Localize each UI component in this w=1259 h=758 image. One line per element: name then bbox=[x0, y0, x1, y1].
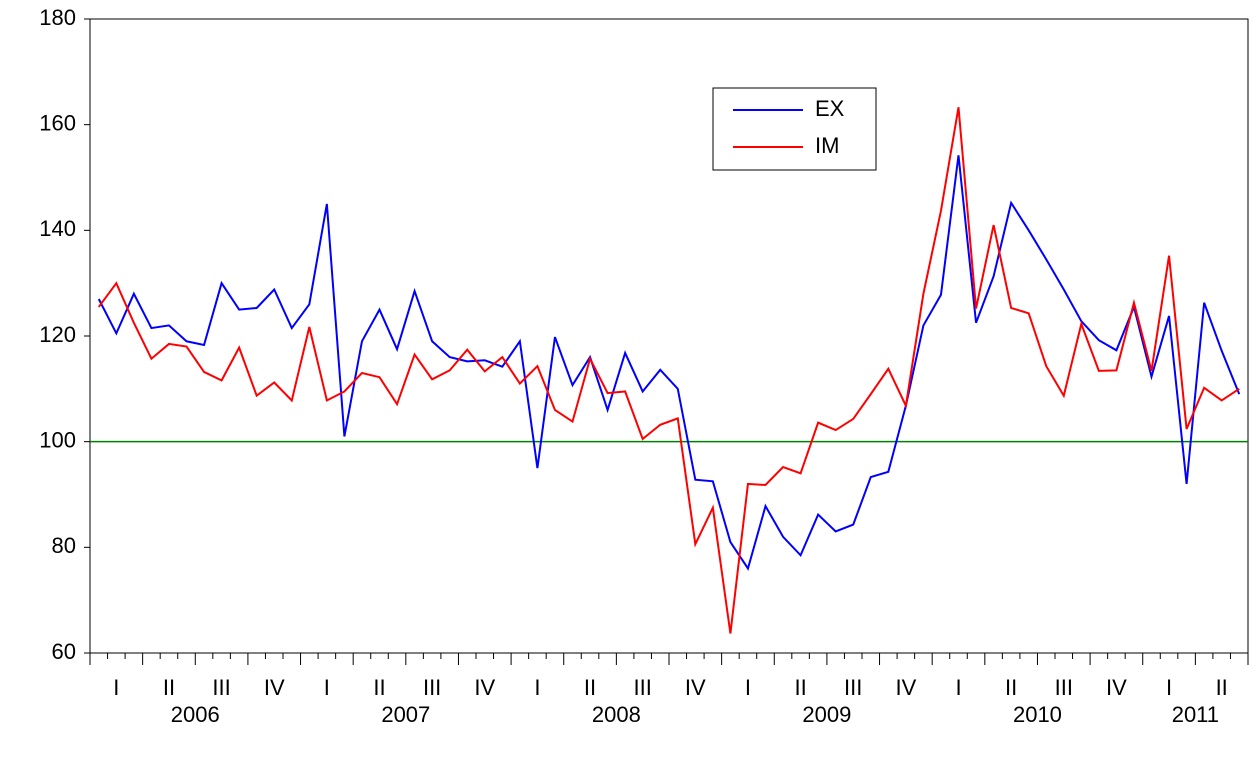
x-quarter-label: II bbox=[1216, 675, 1228, 700]
y-tick-label: 180 bbox=[39, 5, 76, 30]
x-quarter-label: IV bbox=[264, 675, 285, 700]
x-quarter-label: III bbox=[1055, 675, 1073, 700]
y-tick-label: 100 bbox=[39, 427, 76, 452]
legend-box bbox=[712, 87, 877, 171]
x-quarter-label: I bbox=[324, 675, 330, 700]
x-year-label: 2006 bbox=[171, 702, 220, 727]
legend-label: EX bbox=[815, 96, 845, 121]
x-quarter-label: III bbox=[212, 675, 230, 700]
y-tick-label: 120 bbox=[39, 322, 76, 347]
x-year-label: 2007 bbox=[381, 702, 430, 727]
x-quarter-label: III bbox=[634, 675, 652, 700]
y-tick-label: 160 bbox=[39, 110, 76, 135]
y-tick-label: 60 bbox=[52, 639, 76, 664]
series-line bbox=[97, 155, 1241, 571]
legend-label: IM bbox=[815, 133, 839, 158]
x-quarter-label: IV bbox=[474, 675, 495, 700]
x-quarter-label: III bbox=[423, 675, 441, 700]
x-quarter-label: I bbox=[745, 675, 751, 700]
x-year-label: 2008 bbox=[592, 702, 641, 727]
x-quarter-label: I bbox=[1166, 675, 1172, 700]
x-quarter-label: II bbox=[1005, 675, 1017, 700]
x-quarter-label: II bbox=[163, 675, 175, 700]
y-tick-label: 140 bbox=[39, 216, 76, 241]
series-line bbox=[97, 107, 1240, 634]
x-quarter-label: IV bbox=[1106, 675, 1127, 700]
x-quarter-label: II bbox=[373, 675, 385, 700]
x-quarter-label: I bbox=[113, 675, 119, 700]
x-quarter-label: II bbox=[794, 675, 806, 700]
x-quarter-label: IV bbox=[685, 675, 706, 700]
x-quarter-label: III bbox=[844, 675, 862, 700]
x-quarter-label: IV bbox=[895, 675, 916, 700]
x-year-label: 2011 bbox=[1172, 702, 1219, 727]
x-quarter-label: II bbox=[584, 675, 596, 700]
plot-frame bbox=[89, 18, 1249, 654]
x-quarter-label: I bbox=[534, 675, 540, 700]
x-year-label: 2010 bbox=[1013, 702, 1062, 727]
y-tick-label: 80 bbox=[52, 533, 76, 558]
x-year-label: 2009 bbox=[802, 702, 851, 727]
x-quarter-label: I bbox=[955, 675, 961, 700]
